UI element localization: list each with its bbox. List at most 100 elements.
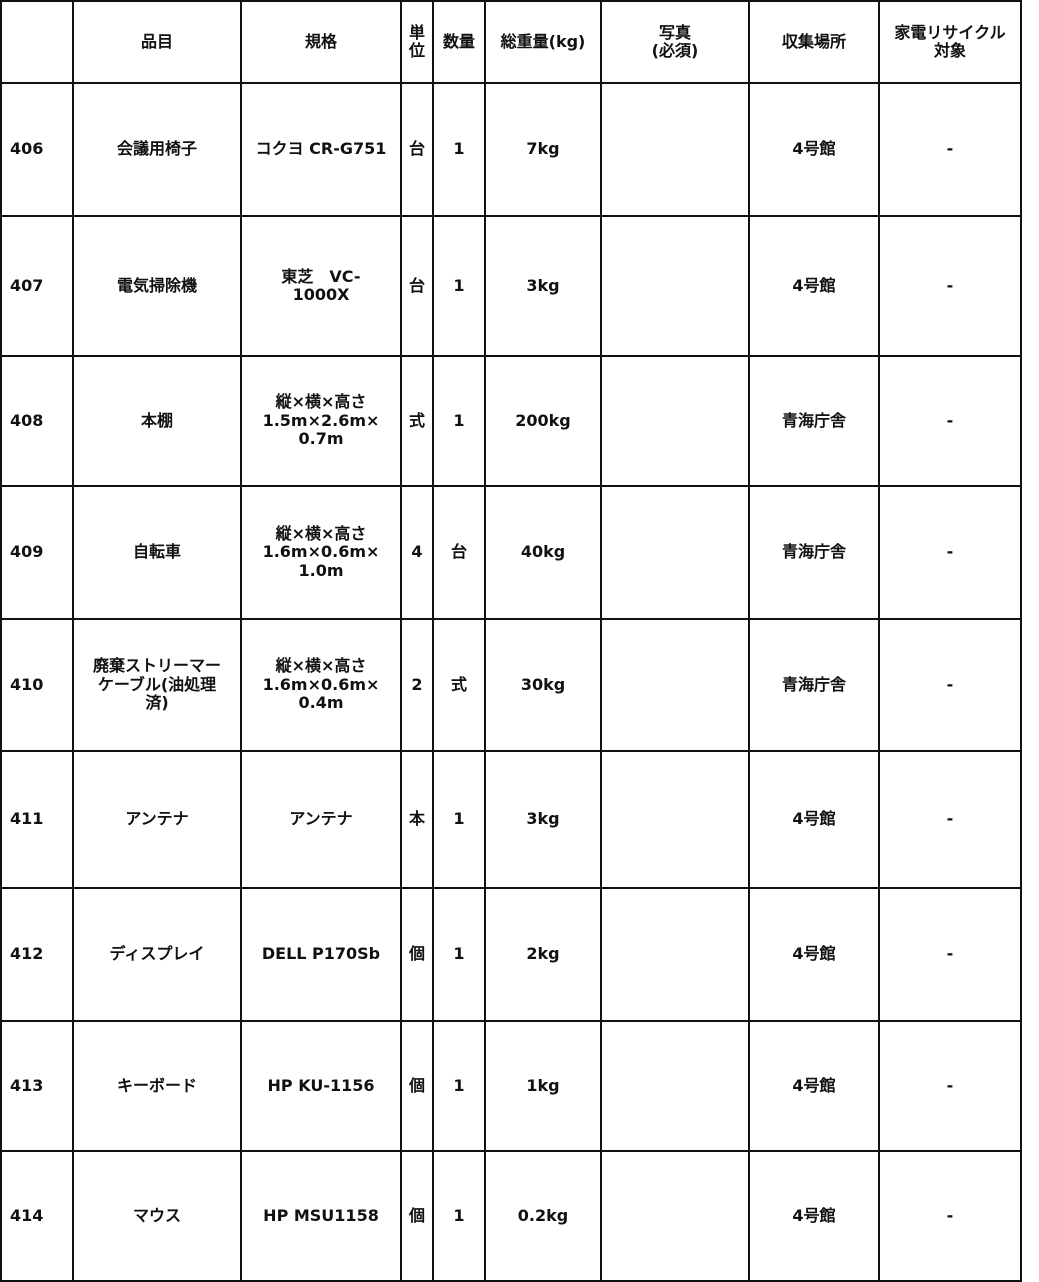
- table-row: 411 アンテナ アンテナ本 1 3kg 4号館 -: [0, 750, 1022, 889]
- item-spec: 縦×横×高さ 1.6m×0.6m× 0.4m: [240, 618, 402, 752]
- item-spec: 縦×横×高さ 1.6m×0.6m× 1.0m: [240, 485, 402, 620]
- header-cell: 規格: [240, 0, 402, 84]
- item-weight: 200kg: [484, 355, 602, 487]
- photo-cell: [600, 355, 750, 487]
- collection-place: 青海庁舎: [748, 355, 880, 487]
- photo: [604, 89, 708, 211]
- item-spec: コクヨ CR-G751: [240, 82, 402, 217]
- table-row: 410 廃棄ストリーマー ケーブル(油処理 済) 縦×横×高さ 1.6m×0.6m×…: [0, 618, 1022, 752]
- item-name: ディスプレイ: [72, 887, 242, 1022]
- item-weight: 0.2kg: [484, 1150, 602, 1282]
- photo-cell: [600, 1020, 750, 1152]
- photo: [604, 910, 708, 1000]
- item-unit: 個: [400, 1150, 434, 1282]
- item-weight: 3kg: [484, 215, 602, 357]
- recycle-target: -: [878, 750, 1022, 889]
- item-unit: 4: [400, 485, 434, 620]
- item-unit: 台: [400, 215, 434, 357]
- item-name: 廃棄ストリーマー ケーブル(油処理 済): [72, 618, 242, 752]
- item-name: アンテナ: [72, 750, 242, 889]
- collection-place: 青海庁舎: [748, 485, 880, 620]
- item-unit: 個: [400, 887, 434, 1022]
- photo: [604, 633, 722, 737]
- item-number: 413: [0, 1020, 74, 1152]
- table-row: 408 本棚 縦×横×高さ 1.5m×2.6m× 0.7m 式 1 200kg 青海庁舎 -: [0, 355, 1022, 487]
- photo-cell: [600, 82, 750, 217]
- item-number: 411: [0, 750, 74, 889]
- item-quantity: 1: [432, 215, 486, 357]
- item-number: 412: [0, 887, 74, 1022]
- item-number: 414: [0, 1150, 74, 1282]
- item-spec: 縦×横×高さ 1.5m×2.6m× 0.7m: [240, 355, 402, 487]
- recycle-target: -: [878, 355, 1022, 487]
- item-name: 本棚: [72, 355, 242, 487]
- photo: [604, 224, 708, 348]
- collection-place: 4号館: [748, 1150, 880, 1282]
- recycle-target: -: [878, 618, 1022, 752]
- photo-cell: [600, 1150, 750, 1282]
- photo: [604, 757, 710, 883]
- item-name: 自転車: [72, 485, 242, 620]
- header-cell: 単 位: [400, 0, 434, 84]
- item-unit: 式: [400, 355, 434, 487]
- item-spec: DELL P170Sb: [240, 887, 402, 1022]
- recycle-target: -: [878, 485, 1022, 620]
- item-unit: 本: [400, 750, 434, 889]
- recycle-target: -: [878, 1150, 1022, 1282]
- recycle-target: -: [878, 887, 1022, 1022]
- item-number: 407: [0, 215, 74, 357]
- header-cell: 品目: [72, 0, 242, 84]
- recycle-target: -: [878, 82, 1022, 217]
- collection-place: 青海庁舎: [748, 618, 880, 752]
- collection-place: 4号館: [748, 1020, 880, 1152]
- header-cell: 写真 (必須): [600, 0, 750, 84]
- item-quantity: 1: [432, 887, 486, 1022]
- table-row: 413 キーボード HP KU-1156 個 1 1kg 4号館 -: [0, 1020, 1022, 1152]
- item-name: 電気掃除機: [72, 215, 242, 357]
- item-number: 409: [0, 485, 74, 620]
- recycle-target: -: [878, 215, 1022, 357]
- recycle-target: -: [878, 1020, 1022, 1152]
- photo-cell: [600, 887, 750, 1022]
- item-spec: HP MSU1158: [240, 1150, 402, 1282]
- table-row: 409 自転車 縦×横×高さ 1.6m×0.6m× 1.0m 4 台 40kg 青海庁舎 -: [0, 485, 1022, 620]
- item-name: マウス: [72, 1150, 242, 1282]
- header-cell: 収集場所: [748, 0, 880, 84]
- table-row: 412 ディスプレイ DELL P170Sb 個 1 2kg 4号館 -: [0, 887, 1022, 1022]
- item-weight: 7kg: [484, 82, 602, 217]
- collection-place: 4号館: [748, 215, 880, 357]
- item-unit: 台: [400, 82, 434, 217]
- item-unit: 個: [400, 1020, 434, 1152]
- item-weight: 3kg: [484, 750, 602, 889]
- item-quantity: 1: [432, 1150, 486, 1282]
- item-quantity: 1: [432, 355, 486, 487]
- item-number: 408: [0, 355, 74, 487]
- header-row: 品目 規格単 位数量 総重量(kg) 写真 (必須) 収集場所 家電リサイクル 対象: [0, 0, 1022, 84]
- photo: [604, 371, 740, 471]
- header-cell: 総重量(kg): [484, 0, 602, 84]
- collection-place: 4号館: [748, 887, 880, 1022]
- header-cell: [0, 0, 74, 84]
- item-quantity: 1: [432, 1020, 486, 1152]
- item-quantity: 1: [432, 82, 486, 217]
- item-spec: HP KU-1156: [240, 1020, 402, 1152]
- item-quantity: 1: [432, 750, 486, 889]
- header-cell: 数量: [432, 0, 486, 84]
- photo-cell: [600, 215, 750, 357]
- item-quantity: 式: [432, 618, 486, 752]
- photo: [604, 1202, 660, 1230]
- item-weight: 30kg: [484, 618, 602, 752]
- item-weight: 40kg: [484, 485, 602, 620]
- table-row: 406 会議用椅子 コクヨ CR-G751 台 1 7kg 4号館 -: [0, 82, 1022, 217]
- collection-place: 4号館: [748, 82, 880, 217]
- item-spec: 東芝 VC- 1000X: [240, 215, 402, 357]
- item-number: 406: [0, 82, 74, 217]
- item-number: 410: [0, 618, 74, 752]
- collection-place: 4号館: [748, 750, 880, 889]
- photo-cell: [600, 618, 750, 752]
- item-unit: 2: [400, 618, 434, 752]
- item-weight: 2kg: [484, 887, 602, 1022]
- photo-cell: [600, 485, 750, 620]
